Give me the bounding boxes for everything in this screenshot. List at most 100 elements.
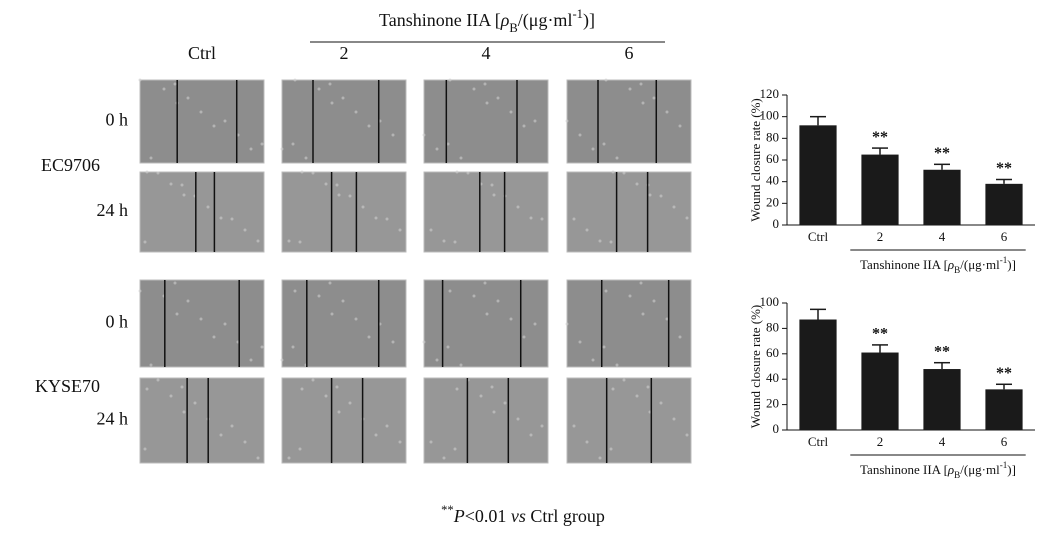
cell-speck	[640, 83, 643, 86]
cell-speck	[220, 434, 223, 437]
cell-speck	[454, 448, 457, 451]
cell-speck	[250, 148, 253, 151]
cell-speck	[486, 102, 489, 105]
cell-speck	[456, 388, 459, 391]
micrograph	[282, 280, 406, 367]
cell-speck	[338, 411, 341, 414]
cell-speck	[579, 134, 582, 137]
cell-speck	[491, 184, 494, 187]
cell-speck	[493, 411, 496, 414]
cell-speck	[368, 125, 371, 128]
cell-speck	[157, 379, 160, 382]
cell-speck	[517, 206, 520, 209]
cell-speck	[257, 457, 260, 460]
cell-speck	[144, 241, 147, 244]
cell-speck	[331, 313, 334, 316]
cell-speck	[338, 194, 341, 197]
cell-speck	[484, 83, 487, 86]
time-label: 0 h	[106, 110, 129, 130]
cell-speck	[686, 217, 689, 220]
cell-speck	[430, 441, 433, 444]
cell-speck	[329, 282, 332, 285]
micrograph	[424, 172, 548, 252]
cell-speck	[213, 125, 216, 128]
cell-speck	[294, 290, 297, 293]
cell-speck	[566, 120, 569, 123]
cell-speck	[318, 295, 321, 298]
cell-speck	[673, 206, 676, 209]
cell-speck	[157, 172, 160, 175]
cell-speck	[447, 346, 450, 349]
cell-speck	[292, 346, 295, 349]
cell-speck	[288, 240, 291, 243]
y-tick-label: 60	[766, 345, 779, 360]
cell-speck	[616, 157, 619, 160]
cell-speck	[603, 143, 606, 146]
time-label: 24 h	[97, 409, 129, 429]
cell-speck	[497, 97, 500, 100]
cell-speck	[224, 120, 227, 123]
bar	[923, 170, 960, 225]
cell-speck	[592, 148, 595, 151]
cell-speck	[342, 300, 345, 303]
cell-speck	[301, 388, 304, 391]
x-tick-label: 6	[1001, 434, 1008, 449]
cell-speck	[647, 386, 650, 389]
cell-speck	[423, 341, 426, 344]
cell-speck	[336, 184, 339, 187]
significance: **	[934, 343, 950, 360]
bar	[985, 184, 1022, 225]
cell-speck	[530, 434, 533, 437]
cell-speck	[610, 241, 613, 244]
cell-speck	[386, 218, 389, 221]
column-label: 2	[340, 43, 349, 63]
cell-speck	[312, 172, 315, 175]
cell-speck	[139, 290, 142, 293]
cell-speck	[449, 79, 452, 82]
column-label: 4	[482, 43, 491, 63]
cell-speck	[592, 359, 595, 362]
bar	[861, 353, 898, 430]
time-label: 24 h	[97, 200, 129, 220]
cell-speck	[612, 388, 615, 391]
micrograph	[567, 172, 691, 252]
cell-speck	[517, 418, 520, 421]
cell-speck	[460, 157, 463, 160]
cell-speck	[244, 229, 247, 232]
significance: **	[996, 160, 1012, 177]
cell-speck	[392, 134, 395, 137]
cell-speck	[486, 313, 489, 316]
cell-line-label: EC9706	[41, 155, 100, 175]
micrograph	[567, 378, 691, 463]
cell-speck	[612, 171, 615, 174]
column-label: 6	[625, 43, 634, 63]
group-label-part: ρ	[500, 10, 510, 30]
cell-speck	[586, 441, 589, 444]
cell-speck	[443, 457, 446, 460]
column-label: Ctrl	[188, 43, 216, 63]
cell-speck	[301, 171, 304, 174]
cell-speck	[605, 290, 608, 293]
x-axis-label: Tanshinone IIA [ρB/(μg·ml-1)]	[860, 460, 1016, 480]
cell-speck	[629, 88, 632, 91]
cell-speck	[349, 195, 352, 198]
cell-speck	[636, 183, 639, 186]
cell-speck	[399, 441, 402, 444]
cell-speck	[144, 448, 147, 451]
cell-speck	[616, 364, 619, 367]
micrograph	[140, 80, 264, 163]
cell-speck	[281, 148, 284, 151]
micrograph	[282, 172, 406, 252]
footnote-part: Ctrl group	[526, 506, 605, 526]
cell-speck	[610, 448, 613, 451]
time-label: 0 h	[106, 312, 129, 332]
cell-speck	[213, 336, 216, 339]
footnote: **P<0.01 vs Ctrl group	[441, 503, 605, 526]
cell-speck	[281, 359, 284, 362]
cell-speck	[599, 240, 602, 243]
cell-speck	[510, 318, 513, 321]
cell-speck	[331, 102, 334, 105]
cell-speck	[456, 171, 459, 174]
cell-speck	[642, 313, 645, 316]
cell-speck	[649, 194, 652, 197]
